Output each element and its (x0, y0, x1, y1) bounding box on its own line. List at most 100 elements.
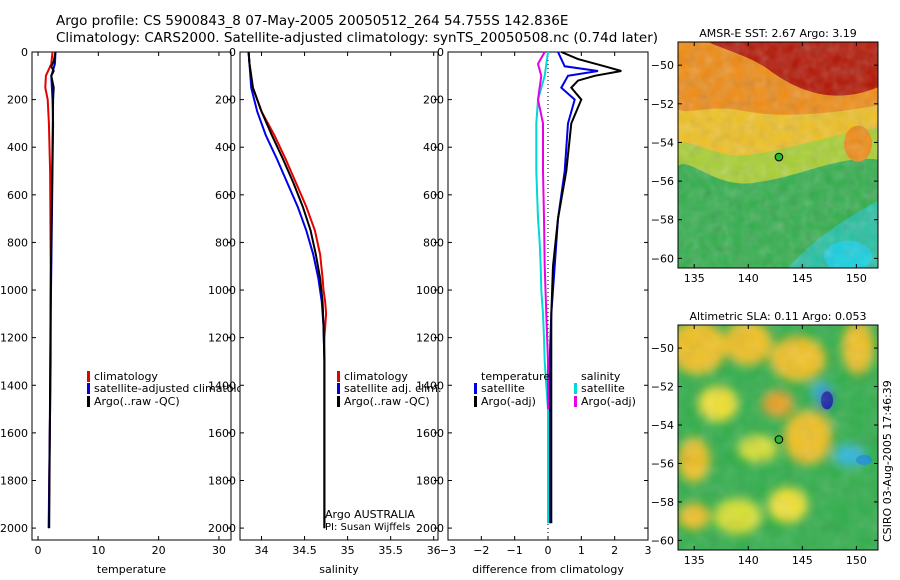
legend-label: Argo(..raw -QC) (344, 395, 430, 408)
y-tick-label: 1400 (208, 379, 236, 392)
annotation-line: PI: Susan Wijffels (325, 522, 410, 533)
y-tick-label: −60 (651, 534, 674, 547)
legend-swatch (337, 383, 340, 394)
y-tick-label: −50 (651, 59, 674, 72)
legend-swatch (474, 383, 477, 394)
argo-position-marker (774, 152, 784, 162)
map-frame (677, 324, 879, 551)
y-tick-label: 1000 (208, 284, 236, 297)
argo-position-marker (774, 435, 784, 444)
y-tick-label: 1400 (0, 379, 28, 392)
y-tick-label: 400 (215, 141, 236, 154)
y-tick-label: 1000 (0, 284, 28, 297)
legend-swatch (574, 383, 577, 394)
legend-swatch (87, 383, 90, 394)
series-line (536, 51, 549, 410)
map-field (678, 325, 878, 550)
x-tick-label: −2 (473, 544, 489, 557)
x-tick-label: 30 (212, 544, 226, 557)
legend-label: salinity (581, 370, 621, 383)
plot-frame (31, 51, 232, 541)
legend-swatch (337, 371, 340, 382)
y-tick-label: 2000 (416, 522, 444, 535)
y-tick-label: 200 (7, 94, 28, 107)
y-tick-label: −52 (651, 98, 674, 111)
y-tick-label: −58 (651, 496, 674, 509)
map-title: Altimetric SLA: 0.11 Argo: 0.053 (689, 310, 866, 323)
x-tick-label: 34.5 (292, 544, 317, 557)
y-tick-label: −60 (651, 252, 674, 265)
x-tick-label: 34 (255, 544, 269, 557)
x-tick-label: 1 (578, 544, 585, 557)
chart-salinity: 34 34.5 35 35.5 36 0 200 400 600 800 1000 1200 1400 1… (208, 46, 441, 576)
chart-sst-map: 135 140 145 150 −60 −58 −56 −54 −52 −50 AMSR-E SST… (651, 27, 879, 285)
y-tick-label: 1600 (0, 427, 28, 440)
y-tick-label: 1800 (0, 474, 28, 487)
x-tick-label: 36 (427, 544, 441, 557)
y-tick-label: 2000 (0, 522, 28, 535)
x-tick-label: 35 (341, 544, 355, 557)
legend-label: satellite-adjusted climatology (94, 382, 257, 395)
y-tick-label: −56 (651, 457, 674, 470)
legend-label: climatology (344, 370, 408, 383)
y-tick-label: 200 (423, 94, 444, 107)
legend-swatch (574, 396, 577, 407)
legend-label: Argo(-adj) (481, 395, 536, 408)
legend-label: climatology (94, 370, 158, 383)
x-tick-label: −1 (507, 544, 523, 557)
y-tick-label: 800 (215, 236, 236, 249)
x-tick-label: 20 (152, 544, 166, 557)
series-line (48, 51, 57, 529)
y-tick-label: 800 (7, 236, 28, 249)
y-tick-label: 0 (229, 46, 236, 59)
y-tick-label: 1200 (208, 332, 236, 345)
x-tick-label: 135 (684, 554, 705, 567)
y-tick-label: −56 (651, 175, 674, 188)
y-tick-label: 600 (7, 189, 28, 202)
legend-swatch (87, 371, 90, 382)
x-tick-label: 145 (792, 272, 813, 285)
x-tick-label: 135 (684, 272, 705, 285)
legend-label: temperature (481, 370, 550, 383)
map-title: AMSR-E SST: 2.67 Argo: 3.19 (699, 27, 857, 40)
y-tick-label: −54 (651, 419, 674, 432)
y-tick-label: 0 (21, 46, 28, 59)
chart-difference: −3 −2 −1 0 1 2 3 0 200 400 600 800 1000 1200 1400 1600 1… (416, 46, 652, 576)
y-tick-label: 1600 (208, 427, 236, 440)
x-tick-label: 145 (792, 554, 813, 567)
x-axis-label: difference from climatology (472, 563, 624, 576)
series-line (550, 51, 622, 524)
y-tick-label: 600 (423, 189, 444, 202)
y-tick-label: 600 (215, 189, 236, 202)
annotation-line: Argo AUSTRALIA (325, 508, 415, 521)
credit-text: CSIRO 03-Aug-2005 17:46:39 (881, 380, 894, 542)
y-tick-label: 1200 (0, 332, 28, 345)
map-frame (677, 41, 879, 269)
legend-label: Argo(-adj) (581, 395, 636, 408)
y-tick-label: 1000 (416, 284, 444, 297)
y-tick-label: 1600 (416, 427, 444, 440)
x-tick-label: 2 (611, 544, 618, 557)
legend-label: satellite (481, 382, 525, 395)
x-tick-label: 150 (846, 554, 867, 567)
y-tick-label: 0 (437, 46, 444, 59)
y-tick-label: 1800 (208, 474, 236, 487)
x-tick-label: 10 (91, 544, 105, 557)
legend-label: Argo(..raw -QC) (94, 395, 180, 408)
x-axis-label: temperature (97, 563, 166, 576)
y-tick-label: 1400 (416, 379, 444, 392)
figure-title-line1: Argo profile: CS 5900843_8 07-May-2005 2… (56, 13, 569, 29)
legend-label: satellite (581, 382, 625, 395)
legend-swatch (474, 396, 477, 407)
x-axis-label: salinity (319, 563, 359, 576)
legend-swatch (337, 396, 340, 407)
series-line (247, 51, 326, 529)
chart-sla-map: 135 140 145 150 −60 −58 −56 −54 −52 −50 Altimetric… (651, 310, 879, 567)
x-tick-label: 35.5 (378, 544, 403, 557)
x-tick-label: 0 (545, 544, 552, 557)
x-tick-label: 150 (846, 272, 867, 285)
y-tick-label: 400 (7, 141, 28, 154)
y-tick-label: 2000 (208, 522, 236, 535)
y-tick-label: 400 (423, 141, 444, 154)
